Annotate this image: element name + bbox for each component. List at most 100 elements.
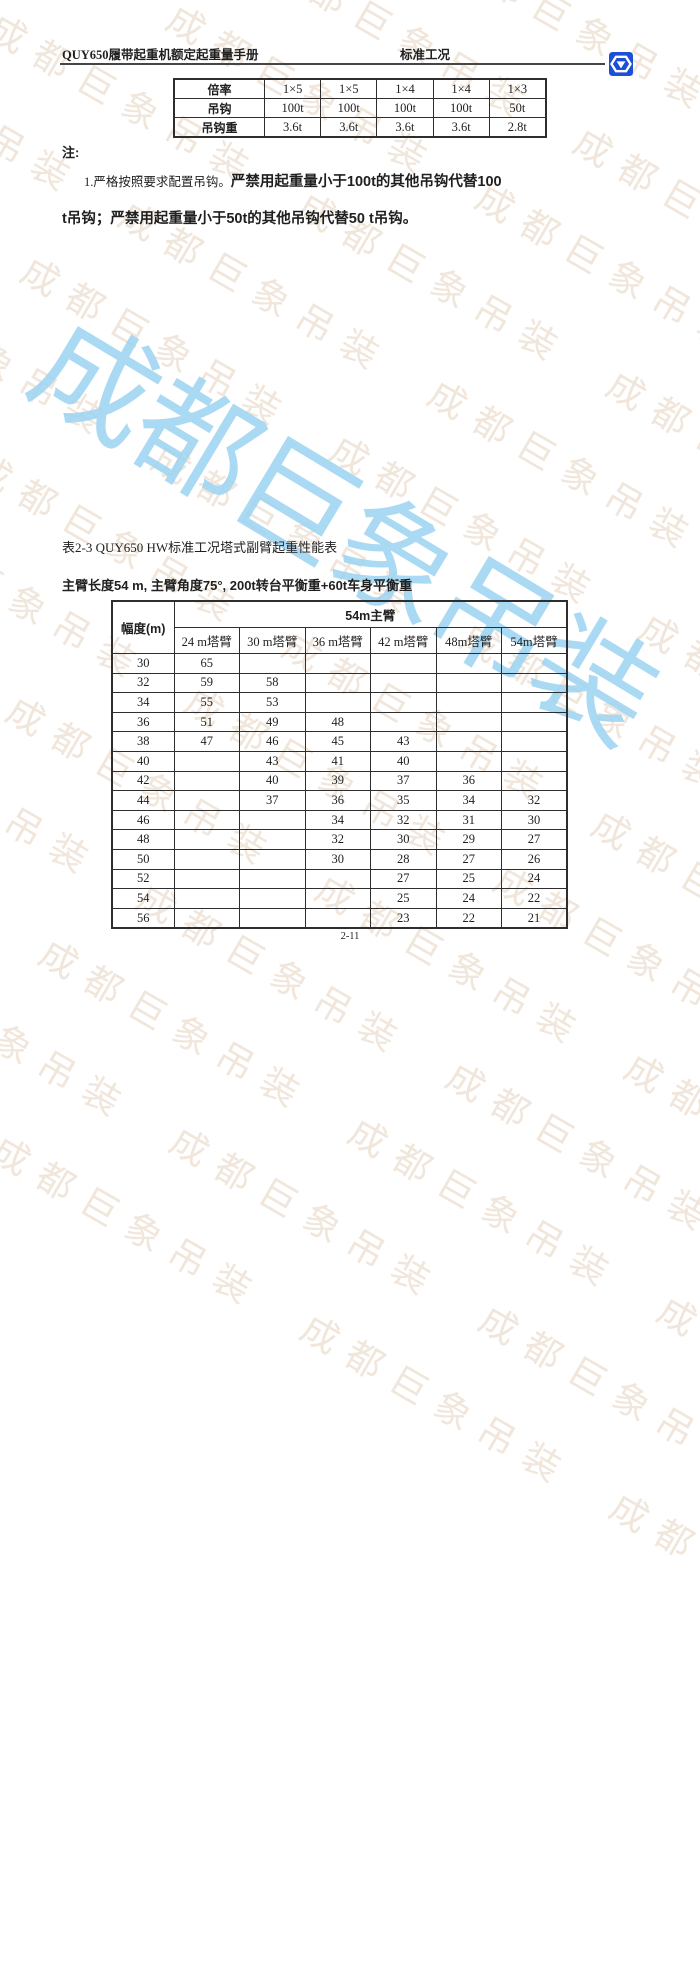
radius-column-header: 幅度(m) [111, 600, 175, 654]
capacity-cell: 36 [304, 790, 371, 811]
capacity-cell: 24 [435, 888, 502, 909]
table-row: 48 32 30 29 27 [111, 829, 568, 850]
capacity-cell [304, 653, 371, 674]
capacity-table-conditions: 主臂长度54 m, 主臂角度75°, 200t转台平衡重+60t车身平衡重 [62, 578, 413, 593]
capacity-cell [370, 672, 437, 694]
table-row: 42 40 39 37 36 [111, 770, 568, 792]
table-row: 54 25 24 22 [111, 888, 568, 909]
capacity-header-row-1: 幅度(m) 54m主臂 [111, 600, 568, 654]
capacity-cell [173, 907, 240, 929]
hook-value-cell: 100t [263, 98, 322, 118]
note-line1-bold: 严禁用起重量小于100t的其他吊钩代替100 [230, 174, 502, 190]
capacity-cell: 29 [435, 829, 502, 850]
header-rule [60, 63, 605, 65]
capacity-cell: 37 [239, 790, 306, 811]
capacity-cell [435, 711, 502, 733]
capacity-cell: 46 [239, 731, 306, 752]
table-row: 50 30 28 27 26 [111, 848, 568, 870]
capacity-cell: 35 [370, 790, 437, 811]
table-row: 30 65 [111, 653, 568, 674]
capacity-cell: 40 [370, 750, 437, 772]
capacity-cell [173, 888, 240, 909]
hook-value-cell: 3.6t [320, 117, 378, 138]
capacity-cell: 49 [239, 711, 306, 733]
capacity-cell [370, 653, 437, 674]
hook-value-cell: 1×3 [488, 78, 547, 99]
capacity-cell: 48 [304, 711, 371, 733]
hook-table-body: 倍率 1×5 1×5 1×4 1×4 1×3 吊钩 100t 100t 100t 100t 50t 吊钩… [173, 78, 547, 138]
capacity-cell: 41 [304, 750, 371, 772]
radius-cell: 54 [111, 888, 175, 909]
note-line-2: t吊钩；严禁用起重量小于50t的其他吊钩代替50 t吊钩。 [62, 211, 418, 227]
capacity-cell [435, 692, 502, 713]
table-row: 56 23 22 21 [111, 907, 568, 929]
capacity-cell: 22 [501, 888, 568, 909]
capacity-cell: 65 [173, 653, 240, 674]
row-label: 吊钩 [173, 98, 265, 118]
hook-table: 倍率 1×5 1×5 1×4 1×4 1×3 吊钩 100t 100t 100t 100t 50t 吊钩… [173, 78, 547, 138]
capacity-cell [239, 653, 306, 674]
capacity-cell [501, 711, 568, 733]
hook-value-cell: 2.8t [488, 117, 547, 138]
capacity-cell: 39 [304, 770, 371, 792]
capacity-cell: 59 [173, 672, 240, 694]
note-line-1: 1.严格按照要求配置吊钩。严禁用起重量小于100t的其他吊钩代替100 [84, 170, 502, 191]
capacity-cell [304, 868, 371, 890]
page: QUY650履带起重机额定起重量手册 标准工况 倍率 1×5 1×5 1×4 1×4 1×… [60, 48, 633, 942]
capacity-cell [173, 750, 240, 772]
jib-column-header: 24 m塔臂 [173, 627, 240, 654]
jib-column-header: 54m塔臂 [501, 627, 568, 654]
capacity-cell [173, 829, 240, 850]
radius-cell: 34 [111, 692, 175, 713]
radius-cell: 32 [111, 672, 175, 694]
hook-value-cell: 1×5 [263, 78, 322, 99]
capacity-cell [501, 692, 568, 713]
capacity-cell: 28 [370, 848, 437, 870]
radius-cell: 56 [111, 907, 175, 929]
table-row: 34 55 53 [111, 692, 568, 713]
hook-value-cell: 100t [320, 98, 378, 118]
capacity-cell: 32 [370, 809, 437, 831]
capacity-table-body: 30 65 32 59 58 34 55 53 36 51 49 48 38 47 46 45 43 40 43 41… [111, 653, 568, 929]
notes-heading: 注: [62, 145, 80, 160]
capacity-cell [501, 731, 568, 752]
capacity-header-row-2: 24 m塔臂 30 m塔臂 36 m塔臂 42 m塔臂 48m塔臂 54m塔臂 [112, 627, 568, 654]
capacity-cell [239, 829, 306, 850]
section-label: 标准工况 [400, 48, 451, 62]
capacity-cell [435, 672, 502, 694]
radius-cell: 38 [111, 731, 175, 752]
table-row: 38 47 46 45 43 [111, 731, 568, 752]
capacity-cell [435, 731, 502, 752]
capacity-cell: 37 [370, 770, 437, 792]
radius-cell: 36 [111, 711, 175, 733]
note-line1-normal: 1.严格按照要求配置吊钩。 [84, 175, 231, 189]
jib-column-header: 48m塔臂 [435, 627, 502, 654]
capacity-cell: 32 [501, 790, 568, 811]
capacity-cell [501, 770, 568, 792]
hook-value-cell: 1×4 [376, 78, 434, 99]
hook-value-cell: 3.6t [432, 117, 490, 138]
capacity-cell: 47 [173, 731, 240, 752]
main-boom-span-header: 54m主臂 [173, 600, 568, 628]
capacity-cell: 30 [370, 829, 437, 850]
capacity-cell: 21 [501, 907, 568, 929]
capacity-cell [370, 692, 437, 713]
hook-value-cell: 3.6t [376, 117, 434, 138]
capacity-cell: 53 [239, 692, 306, 713]
jib-column-header: 30 m塔臂 [239, 627, 306, 654]
capacity-cell: 51 [173, 711, 240, 733]
capacity-cell: 32 [304, 829, 371, 850]
capacity-cell [501, 653, 568, 674]
capacity-cell [239, 868, 306, 890]
capacity-cell [304, 907, 371, 929]
capacity-cell: 30 [501, 809, 568, 831]
capacity-cell: 40 [239, 770, 306, 792]
radius-cell: 42 [111, 770, 175, 792]
manual-title: QUY650履带起重机额定起重量手册 [62, 48, 259, 62]
capacity-cell [501, 750, 568, 772]
capacity-cell [173, 770, 240, 792]
jib-column-header: 36 m塔臂 [304, 627, 371, 654]
jib-column-header: 42 m塔臂 [370, 627, 437, 654]
capacity-cell: 43 [370, 731, 437, 752]
capacity-cell: 25 [370, 888, 437, 909]
